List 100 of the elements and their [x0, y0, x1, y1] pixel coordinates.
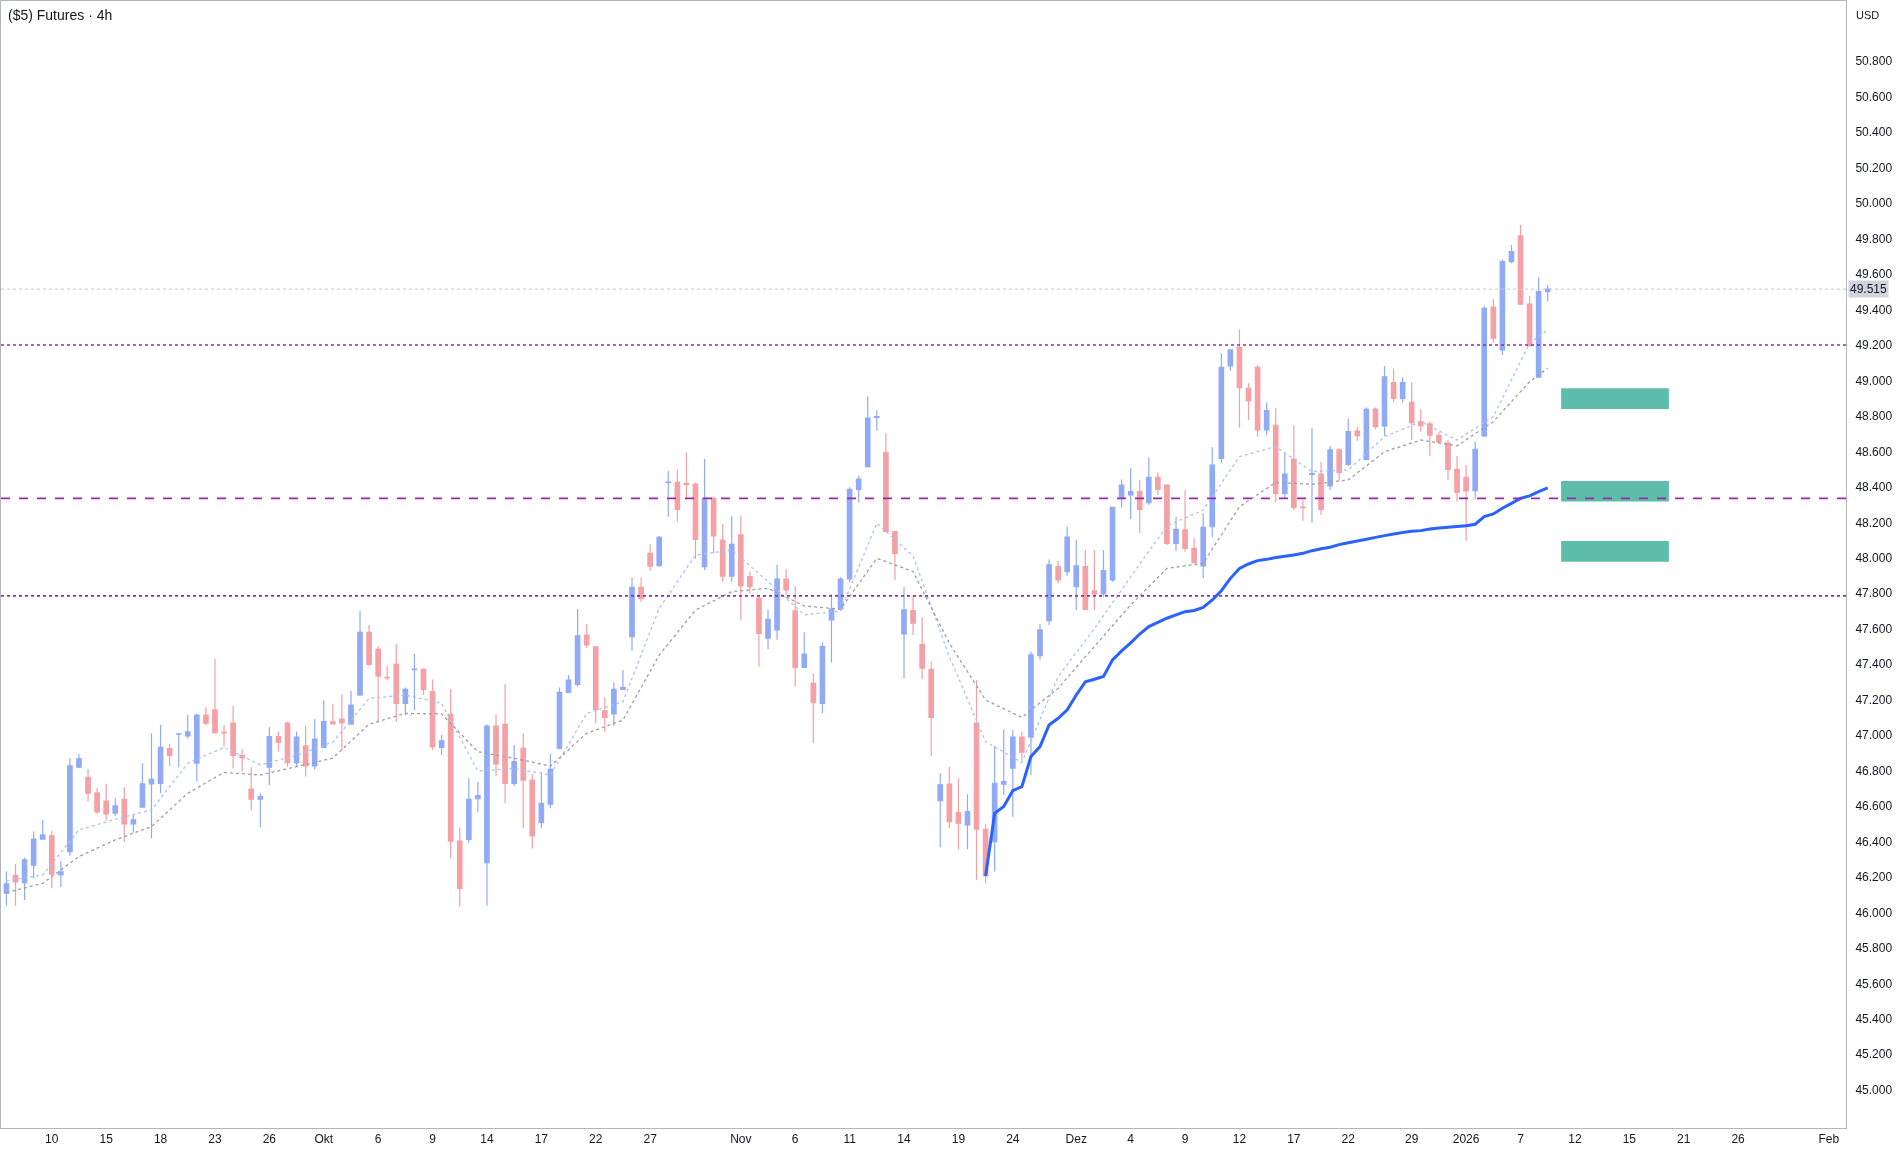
- candlestick: [1445, 439, 1451, 481]
- x-tick-label: 6: [374, 1132, 382, 1147]
- candlestick: [765, 609, 771, 650]
- y-tick-label: 50.200: [1855, 160, 1893, 175]
- x-tick-label: 19: [951, 1132, 966, 1147]
- candlestick: [148, 732, 155, 839]
- x-tick-label: 18: [153, 1132, 168, 1147]
- candlestick: [67, 757, 73, 857]
- candlestick: [130, 813, 137, 834]
- x-tick-label: 14: [480, 1132, 494, 1147]
- y-tick-label: 48.200: [1855, 515, 1893, 530]
- candlestick: [484, 723, 490, 907]
- candlestick: [873, 409, 880, 432]
- candlestick: [139, 762, 146, 808]
- x-tick-label: 27: [643, 1132, 658, 1147]
- candlestick: [928, 661, 935, 757]
- candlestick: [1191, 537, 1197, 564]
- candlestick: [248, 766, 255, 812]
- y-tick-label: 48.600: [1855, 444, 1893, 459]
- candlestick: [1309, 427, 1315, 524]
- candlestick: [121, 786, 128, 843]
- candlestick: [737, 514, 744, 622]
- candlestick: [647, 543, 653, 572]
- candlestick: [611, 681, 617, 727]
- chart-title: ($5) Futures · 4h: [8, 6, 113, 23]
- candlestick: [1209, 446, 1216, 538]
- candlestick: [674, 469, 681, 523]
- candlestick: [257, 792, 264, 828]
- candlestick: [1436, 431, 1442, 444]
- candlestick: [1427, 420, 1433, 457]
- candlestick: [375, 645, 381, 724]
- candlestick: [1300, 499, 1306, 522]
- candlestick: [801, 631, 808, 668]
- y-tick-label: 49.800: [1855, 231, 1893, 246]
- y-tick-label: 46.200: [1855, 870, 1893, 885]
- x-tick-label: 6: [791, 1132, 799, 1147]
- candlestick: [447, 688, 454, 859]
- candlestick: [964, 793, 971, 850]
- candlestick: [357, 610, 363, 697]
- candlestick: [592, 645, 599, 724]
- y-tick-label: 45.200: [1855, 1047, 1893, 1062]
- candlestick: [1336, 447, 1343, 482]
- candlestick: [1046, 558, 1052, 626]
- x-tick-label: Okt: [314, 1132, 334, 1147]
- candlestick: [1082, 549, 1089, 612]
- candlestick: [311, 718, 318, 771]
- candlestick: [1155, 472, 1161, 496]
- candlestick: [402, 686, 409, 716]
- candlestick: [919, 616, 925, 680]
- x-tick-label: 17: [1287, 1132, 1301, 1147]
- candlestick: [302, 725, 309, 778]
- x-tick-label: 24: [1006, 1132, 1020, 1147]
- candlestick: [719, 523, 726, 583]
- candlestick: [638, 577, 644, 603]
- candlestick: [511, 744, 517, 787]
- y-tick-label: 48.000: [1855, 550, 1893, 565]
- candlestick: [266, 726, 273, 786]
- candlestick: [910, 595, 916, 636]
- y-tick-label: 50.400: [1855, 125, 1893, 140]
- candlestick: [475, 781, 481, 813]
- candlestick: [692, 481, 699, 560]
- candlestick: [855, 475, 862, 504]
- candlestick: [574, 608, 581, 688]
- y-tick-label: 46.600: [1855, 799, 1893, 814]
- candlestick: [538, 771, 545, 829]
- x-tick-label: 12: [1232, 1132, 1247, 1147]
- candlestick: [1354, 426, 1361, 442]
- candlestick: [493, 713, 499, 777]
- candlestick: [892, 530, 898, 581]
- candlestick: [194, 713, 200, 783]
- x-tick-label: 10: [45, 1132, 59, 1147]
- candlestick: [1064, 525, 1071, 577]
- candlestick: [466, 777, 472, 844]
- candlestick: [828, 593, 835, 664]
- candlestick: [1417, 408, 1424, 433]
- x-tick-label: Dez: [1065, 1132, 1087, 1147]
- candlestick: [955, 777, 962, 850]
- candlestick: [1173, 516, 1179, 552]
- y-tick-label: 50.000: [1855, 196, 1893, 211]
- candlestick: [76, 753, 82, 769]
- y-tick-label: 45.000: [1855, 1082, 1893, 1097]
- candlestick: [529, 773, 536, 849]
- candlestick: [85, 768, 91, 803]
- candlestick: [1218, 352, 1225, 464]
- x-tick-label: 11: [843, 1132, 857, 1147]
- candlestick: [1019, 730, 1025, 762]
- candlestick: [756, 595, 762, 668]
- candlestick: [583, 623, 590, 649]
- candlestick: [1000, 728, 1007, 796]
- candlestick: [384, 665, 391, 681]
- x-tick-label: 26: [1731, 1132, 1746, 1147]
- candlestick: [330, 703, 336, 725]
- candlestick: [1345, 417, 1352, 467]
- candlestick: [212, 658, 218, 734]
- candlestick: [792, 585, 799, 688]
- candlestick: [1327, 445, 1333, 491]
- candlestick: [1472, 441, 1479, 500]
- candlestick: [94, 787, 100, 815]
- x-tick-label: 22: [589, 1132, 603, 1147]
- candlestick: [230, 705, 236, 770]
